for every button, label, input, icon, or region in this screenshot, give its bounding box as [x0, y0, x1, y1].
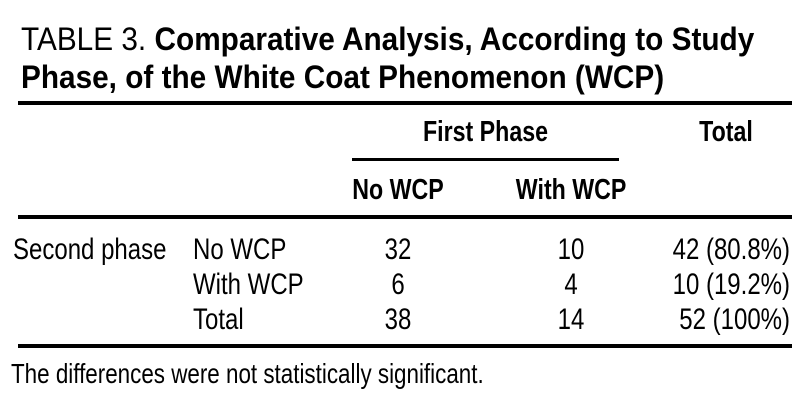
- subcolumn-header-no-wcp: No WCP: [330, 176, 466, 205]
- cell-value: 6: [391, 268, 405, 301]
- column-group-header-text: First Phase: [422, 116, 549, 148]
- cell-total-with-wcp: 14: [502, 305, 640, 335]
- table-bottom-rule: [18, 344, 792, 348]
- cell-total-total: 52 (100%): [642, 305, 790, 335]
- row-group-label-text: Second phase: [13, 233, 167, 266]
- cell-with-wcp-with-wcp: 4: [502, 270, 640, 300]
- cell-no-wcp-with-wcp: 10: [502, 235, 640, 265]
- table-title-line1-text: Comparative Analysis, According to Study: [154, 21, 755, 57]
- column-header-total: Total: [652, 118, 800, 147]
- table-title-line1: TABLE 3. Comparative Analysis, According …: [21, 20, 754, 58]
- row-label-no-wcp-text: No WCP: [193, 233, 287, 266]
- cell-no-wcp-no-wcp: 32: [330, 235, 466, 265]
- row-label-no-wcp: No WCP: [193, 235, 310, 265]
- table-title: TABLE 3. Comparative Analysis, According …: [21, 20, 807, 96]
- row-label-total: Total: [193, 305, 256, 335]
- cell-value: 52 (100%): [679, 303, 790, 336]
- cell-value: 42 (80.8%): [672, 233, 790, 266]
- cell-value: 10: [557, 233, 585, 266]
- subcolumn-header-with-wcp-text: With WCP: [515, 174, 627, 206]
- cell-total-no-wcp: 38: [330, 305, 466, 335]
- subcolumn-header-with-wcp: With WCP: [502, 176, 640, 205]
- subcolumn-header-no-wcp-text: No WCP: [352, 174, 444, 206]
- table-footnote-text: The differences were not statistically s…: [11, 358, 484, 389]
- cell-with-wcp-no-wcp: 6: [330, 270, 466, 300]
- table-title-line2: Phase, of the White Coat Phenomenon (WCP…: [21, 59, 665, 95]
- row-label-with-wcp-text: With WCP: [193, 268, 304, 301]
- row-label-total-text: Total: [193, 303, 244, 336]
- cell-no-wcp-total: 42 (80.8%): [642, 235, 790, 265]
- cell-value: 4: [564, 268, 578, 301]
- column-group-header-first-phase: First Phase: [352, 118, 619, 147]
- header-body-divider-rule: [18, 215, 792, 219]
- cell-value: 14: [557, 303, 585, 336]
- row-label-with-wcp: With WCP: [193, 270, 331, 300]
- column-header-total-text: Total: [699, 116, 753, 148]
- cell-value: 38: [384, 303, 412, 336]
- row-group-label: Second phase: [13, 235, 205, 265]
- cell-with-wcp-total: 10 (19.2%): [642, 270, 790, 300]
- table-number-label: TABLE 3.: [21, 21, 147, 57]
- table-top-rule: [18, 101, 792, 105]
- table-footnote: The differences were not statistically s…: [11, 360, 602, 388]
- first-phase-spanner-rule: [352, 158, 619, 161]
- cell-value: 10 (19.2%): [672, 268, 790, 301]
- cell-value: 32: [384, 233, 412, 266]
